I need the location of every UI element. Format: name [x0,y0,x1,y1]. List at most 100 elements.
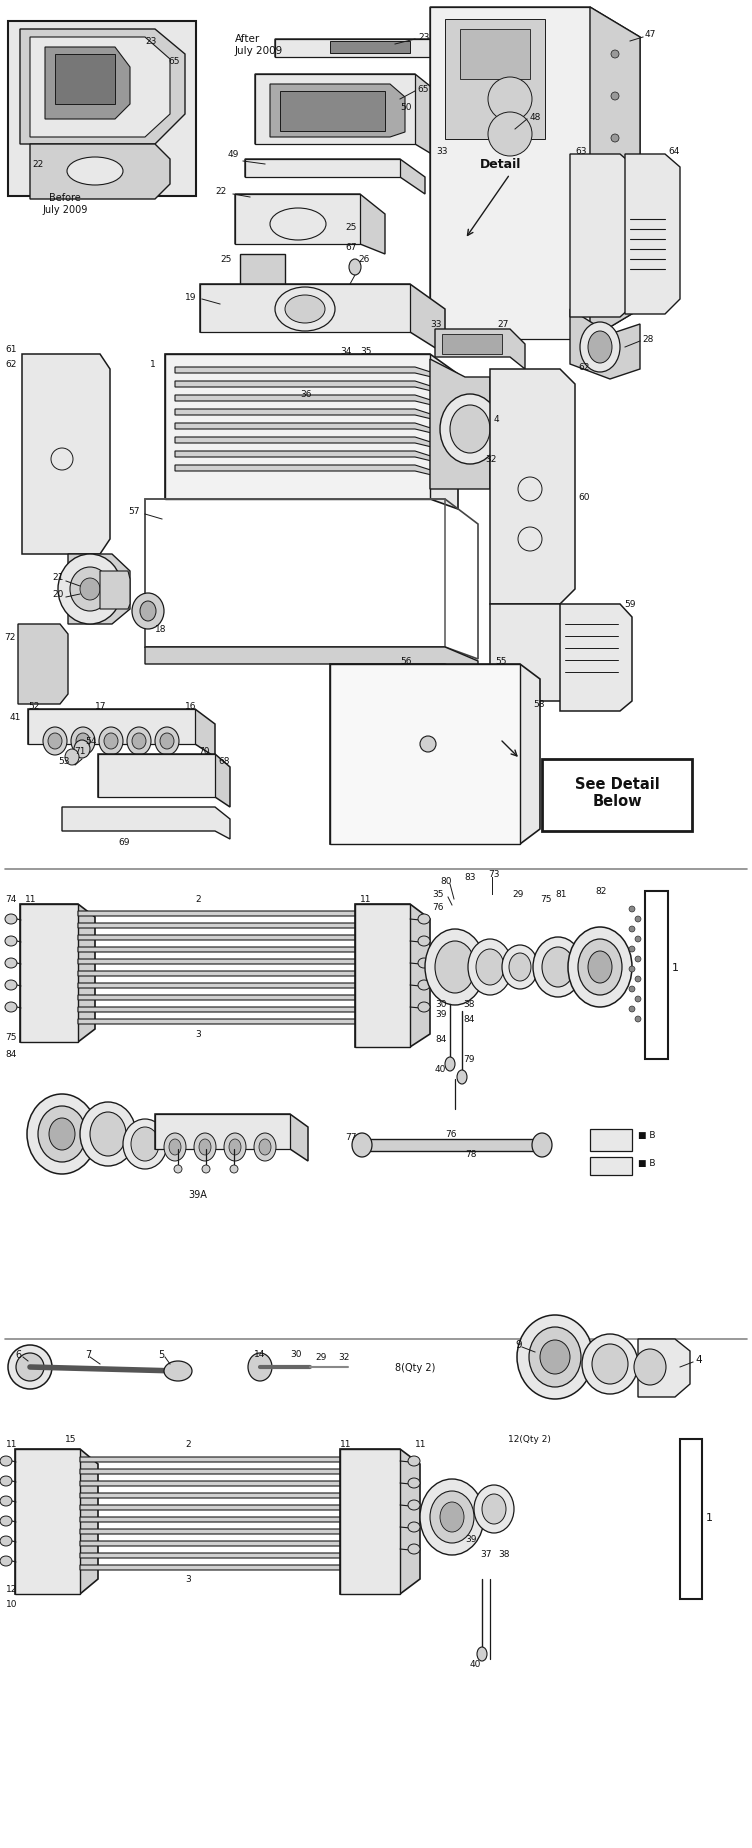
Ellipse shape [418,915,430,924]
Text: 19: 19 [185,294,196,303]
Polygon shape [430,7,640,340]
Ellipse shape [611,218,619,227]
Text: 11: 11 [6,1440,17,1449]
Ellipse shape [80,578,100,601]
Text: 47: 47 [645,30,656,39]
Ellipse shape [131,1127,159,1161]
Text: 33: 33 [436,148,447,157]
Text: 82: 82 [595,887,606,896]
Text: 48: 48 [530,113,541,122]
Ellipse shape [8,1345,52,1390]
Ellipse shape [588,952,612,983]
Ellipse shape [457,1070,467,1085]
Text: 28: 28 [642,334,653,344]
Ellipse shape [408,1478,420,1488]
Text: 38: 38 [463,1000,475,1009]
Text: 17: 17 [95,702,107,711]
Ellipse shape [611,135,619,142]
Ellipse shape [634,1349,666,1386]
Text: 63: 63 [575,148,587,157]
Text: 68: 68 [218,758,229,767]
Ellipse shape [16,1353,44,1380]
Ellipse shape [99,728,123,756]
Ellipse shape [164,1362,192,1380]
Text: 3: 3 [185,1574,191,1584]
Text: 29: 29 [315,1353,326,1362]
Text: 25: 25 [220,255,232,264]
Text: Before
July 2009: Before July 2009 [42,192,88,214]
Text: 11: 11 [25,894,37,904]
Ellipse shape [0,1536,12,1547]
Text: 40: 40 [435,1064,447,1074]
Polygon shape [330,665,520,845]
Polygon shape [78,972,375,981]
Text: 57: 57 [128,506,140,516]
Polygon shape [175,423,440,436]
Text: 64: 64 [668,148,679,157]
Polygon shape [175,438,440,449]
Text: 12: 12 [6,1584,17,1593]
Polygon shape [62,808,230,839]
Bar [590,1129,632,1151]
Text: 11: 11 [340,1440,351,1449]
Polygon shape [200,285,410,333]
Polygon shape [80,1504,362,1515]
Text: After
July 2009: After July 2009 [235,33,284,55]
Polygon shape [78,959,375,970]
Text: 18: 18 [155,625,166,634]
Text: 76: 76 [432,904,444,913]
Polygon shape [78,924,375,933]
Ellipse shape [425,930,485,1005]
Text: 32: 32 [338,1353,350,1362]
Polygon shape [80,1493,362,1502]
Polygon shape [340,1449,420,1595]
Ellipse shape [542,948,574,987]
Ellipse shape [0,1456,12,1465]
Ellipse shape [194,1133,216,1161]
Ellipse shape [0,1556,12,1565]
Ellipse shape [408,1456,420,1465]
Text: 67: 67 [345,244,356,253]
Ellipse shape [408,1501,420,1510]
Ellipse shape [27,1094,97,1173]
Polygon shape [98,754,230,808]
Ellipse shape [229,1140,241,1155]
Ellipse shape [529,1327,581,1388]
Ellipse shape [629,1007,635,1013]
Ellipse shape [482,1495,506,1525]
Ellipse shape [275,288,335,333]
Text: 3: 3 [195,1029,201,1039]
Text: 9: 9 [515,1340,522,1349]
Polygon shape [22,355,110,554]
Bar [442,334,502,355]
Text: 4: 4 [695,1355,702,1364]
Ellipse shape [202,1166,210,1173]
Polygon shape [78,935,375,946]
Text: ■ B: ■ B [638,1131,656,1140]
Text: 38: 38 [498,1550,510,1558]
Ellipse shape [629,907,635,913]
Polygon shape [175,466,440,479]
Text: 54: 54 [85,737,96,747]
Polygon shape [18,625,68,704]
Bar [460,30,530,79]
Polygon shape [30,39,170,139]
Ellipse shape [80,1103,136,1166]
Text: 14: 14 [254,1349,265,1358]
Ellipse shape [248,1353,272,1380]
Text: 81: 81 [555,891,566,898]
Ellipse shape [0,1477,12,1486]
Text: 71: 71 [74,747,86,756]
Ellipse shape [468,939,512,996]
Ellipse shape [160,734,174,750]
Bar [280,92,385,131]
Text: 25: 25 [345,224,356,233]
Polygon shape [30,144,170,200]
Ellipse shape [611,92,619,102]
Polygon shape [355,904,430,1048]
Text: 80: 80 [440,878,451,885]
Text: 75: 75 [5,1033,17,1042]
Polygon shape [275,41,430,57]
Text: 27: 27 [497,320,508,329]
Ellipse shape [430,1491,474,1543]
